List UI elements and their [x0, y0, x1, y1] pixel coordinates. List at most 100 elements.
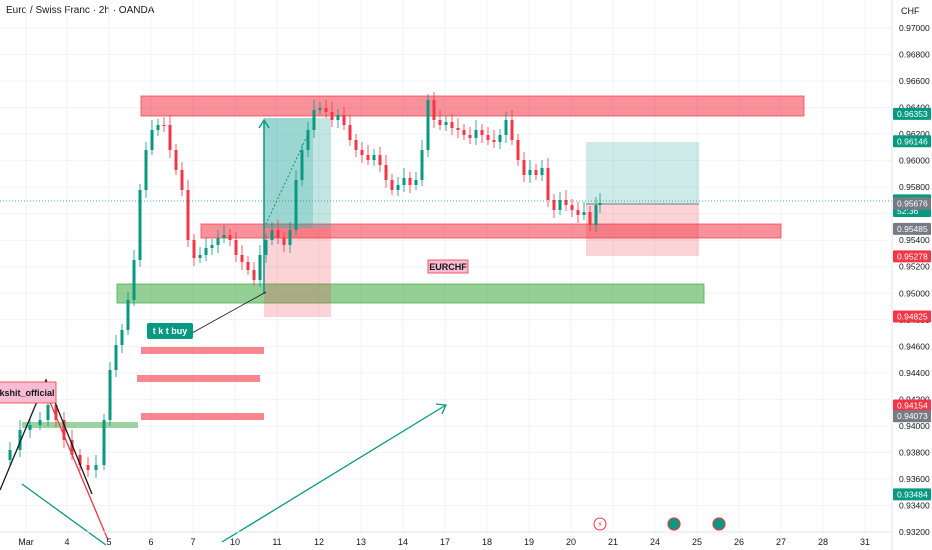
- candle-body: [588, 212, 592, 225]
- candle-body: [210, 245, 214, 248]
- y-tick-label: 0.94200: [899, 394, 930, 404]
- svg-text:0.96146: 0.96146: [897, 136, 928, 146]
- price-badge: 0.95676: [893, 197, 931, 210]
- long-loss-box-right[interactable]: [586, 204, 699, 256]
- currency-label: CHF: [901, 6, 920, 16]
- zone-small-2[interactable]: [137, 375, 260, 382]
- candles-layer: [8, 92, 602, 478]
- candle-body: [480, 130, 484, 135]
- y-tick-label: 0.95400: [899, 235, 930, 245]
- candle-body: [366, 155, 370, 160]
- candle-body: [522, 160, 526, 175]
- candle-body: [46, 405, 50, 420]
- candle-body: [78, 455, 82, 465]
- candle-body: [168, 125, 172, 150]
- candle-body: [174, 150, 178, 170]
- y-tick-label: 0.96000: [899, 156, 930, 166]
- y-tick-label: 0.94400: [899, 368, 930, 378]
- x-tick-label: 5: [106, 537, 111, 547]
- candle-body: [222, 235, 226, 238]
- author-label[interactable]: kshit_official: [0, 381, 57, 404]
- candle-body: [198, 255, 202, 258]
- long-fill-left: [264, 118, 313, 228]
- candle-body: [414, 180, 418, 185]
- candle-body: [354, 140, 358, 150]
- candle-body: [598, 203, 602, 205]
- candle-body: [132, 260, 136, 300]
- x-tick-label: Mar: [18, 537, 34, 547]
- price-badge: 0.96146: [893, 135, 931, 148]
- zone-small-green[interactable]: [22, 422, 138, 428]
- long-profit-box-right[interactable]: [586, 142, 699, 204]
- y-tick-label: 0.96400: [899, 103, 930, 113]
- x-tick-label: 10: [230, 537, 240, 547]
- svg-text:0.93484: 0.93484: [897, 489, 928, 499]
- price-badge: 0.93484: [893, 488, 931, 501]
- y-tick-label: 0.94000: [899, 421, 930, 431]
- zone-small-3[interactable]: [141, 413, 264, 420]
- candle-body: [156, 125, 160, 130]
- x-tick-label: 13: [356, 537, 366, 547]
- buy-label[interactable]: t k t buy: [147, 323, 193, 339]
- candle-body: [450, 122, 454, 128]
- price-badge: 0.95485: [893, 222, 931, 235]
- candle-body: [498, 135, 502, 142]
- candle-body: [204, 248, 208, 255]
- svg-text:0.95676: 0.95676: [897, 199, 928, 209]
- candle-body: [492, 140, 496, 142]
- svg-text:0.95278: 0.95278: [897, 251, 928, 261]
- y-tick-label: 0.95000: [899, 288, 930, 298]
- y-tick-label: 0.95800: [899, 182, 930, 192]
- candle-body: [336, 115, 340, 120]
- svg-text:52:36: 52:36: [897, 206, 919, 216]
- candle-body: [594, 205, 598, 225]
- candle-body: [8, 450, 12, 460]
- x-tick-label: 28: [818, 537, 828, 547]
- candle-body: [510, 120, 514, 140]
- svg-text:0.96353: 0.96353: [897, 109, 928, 119]
- svg-text:0.94825: 0.94825: [897, 311, 928, 321]
- candle-body: [138, 190, 142, 260]
- y-tick-label: 0.94600: [899, 341, 930, 351]
- y-tick-label: 0.96200: [899, 129, 930, 139]
- flash-event-icon[interactable]: ⚡: [593, 517, 607, 531]
- candle-body: [228, 235, 232, 240]
- x-tick-label: 27: [776, 537, 786, 547]
- support-zone-mid[interactable]: [200, 223, 782, 239]
- demand-zone-green[interactable]: [116, 283, 705, 304]
- candle-body: [252, 270, 256, 280]
- buy-pointer-line: [191, 291, 267, 334]
- teal-arrow-head: [435, 403, 447, 415]
- candle-body: [270, 230, 274, 240]
- candle-body: [288, 230, 292, 245]
- candle-body: [456, 128, 460, 130]
- x-tick-label: 6: [148, 537, 153, 547]
- candle-body: [540, 168, 544, 175]
- zigzag-black: [0, 378, 93, 495]
- candle-body: [582, 212, 586, 215]
- x-tick-label: 18: [482, 537, 492, 547]
- candle-body: [372, 155, 376, 160]
- resistance-zone-top[interactable]: [140, 95, 805, 117]
- candle-body: [576, 210, 580, 215]
- candle-body: [516, 140, 520, 160]
- x-tick-label: 20: [566, 537, 576, 547]
- zone-small-1[interactable]: [141, 347, 264, 354]
- candle-body: [384, 165, 388, 180]
- svg-text:0.94073: 0.94073: [897, 411, 928, 421]
- x-tick-label: 24: [650, 537, 660, 547]
- x-tick-label: 26: [734, 537, 744, 547]
- symbol-label[interactable]: EURCHF: [427, 259, 469, 274]
- candle-body: [144, 150, 148, 190]
- candle-body: [192, 240, 196, 258]
- event-icon-2[interactable]: [712, 517, 726, 531]
- price-badge: 0.94825: [893, 310, 931, 323]
- event-icon-1[interactable]: [667, 517, 681, 531]
- candle-body: [28, 425, 32, 430]
- candle-body: [162, 125, 166, 126]
- candle-body: [54, 405, 58, 420]
- long-loss-box-left[interactable]: [264, 228, 331, 317]
- x-tick-label: 17: [440, 537, 450, 547]
- x-tick-label: 12: [314, 537, 324, 547]
